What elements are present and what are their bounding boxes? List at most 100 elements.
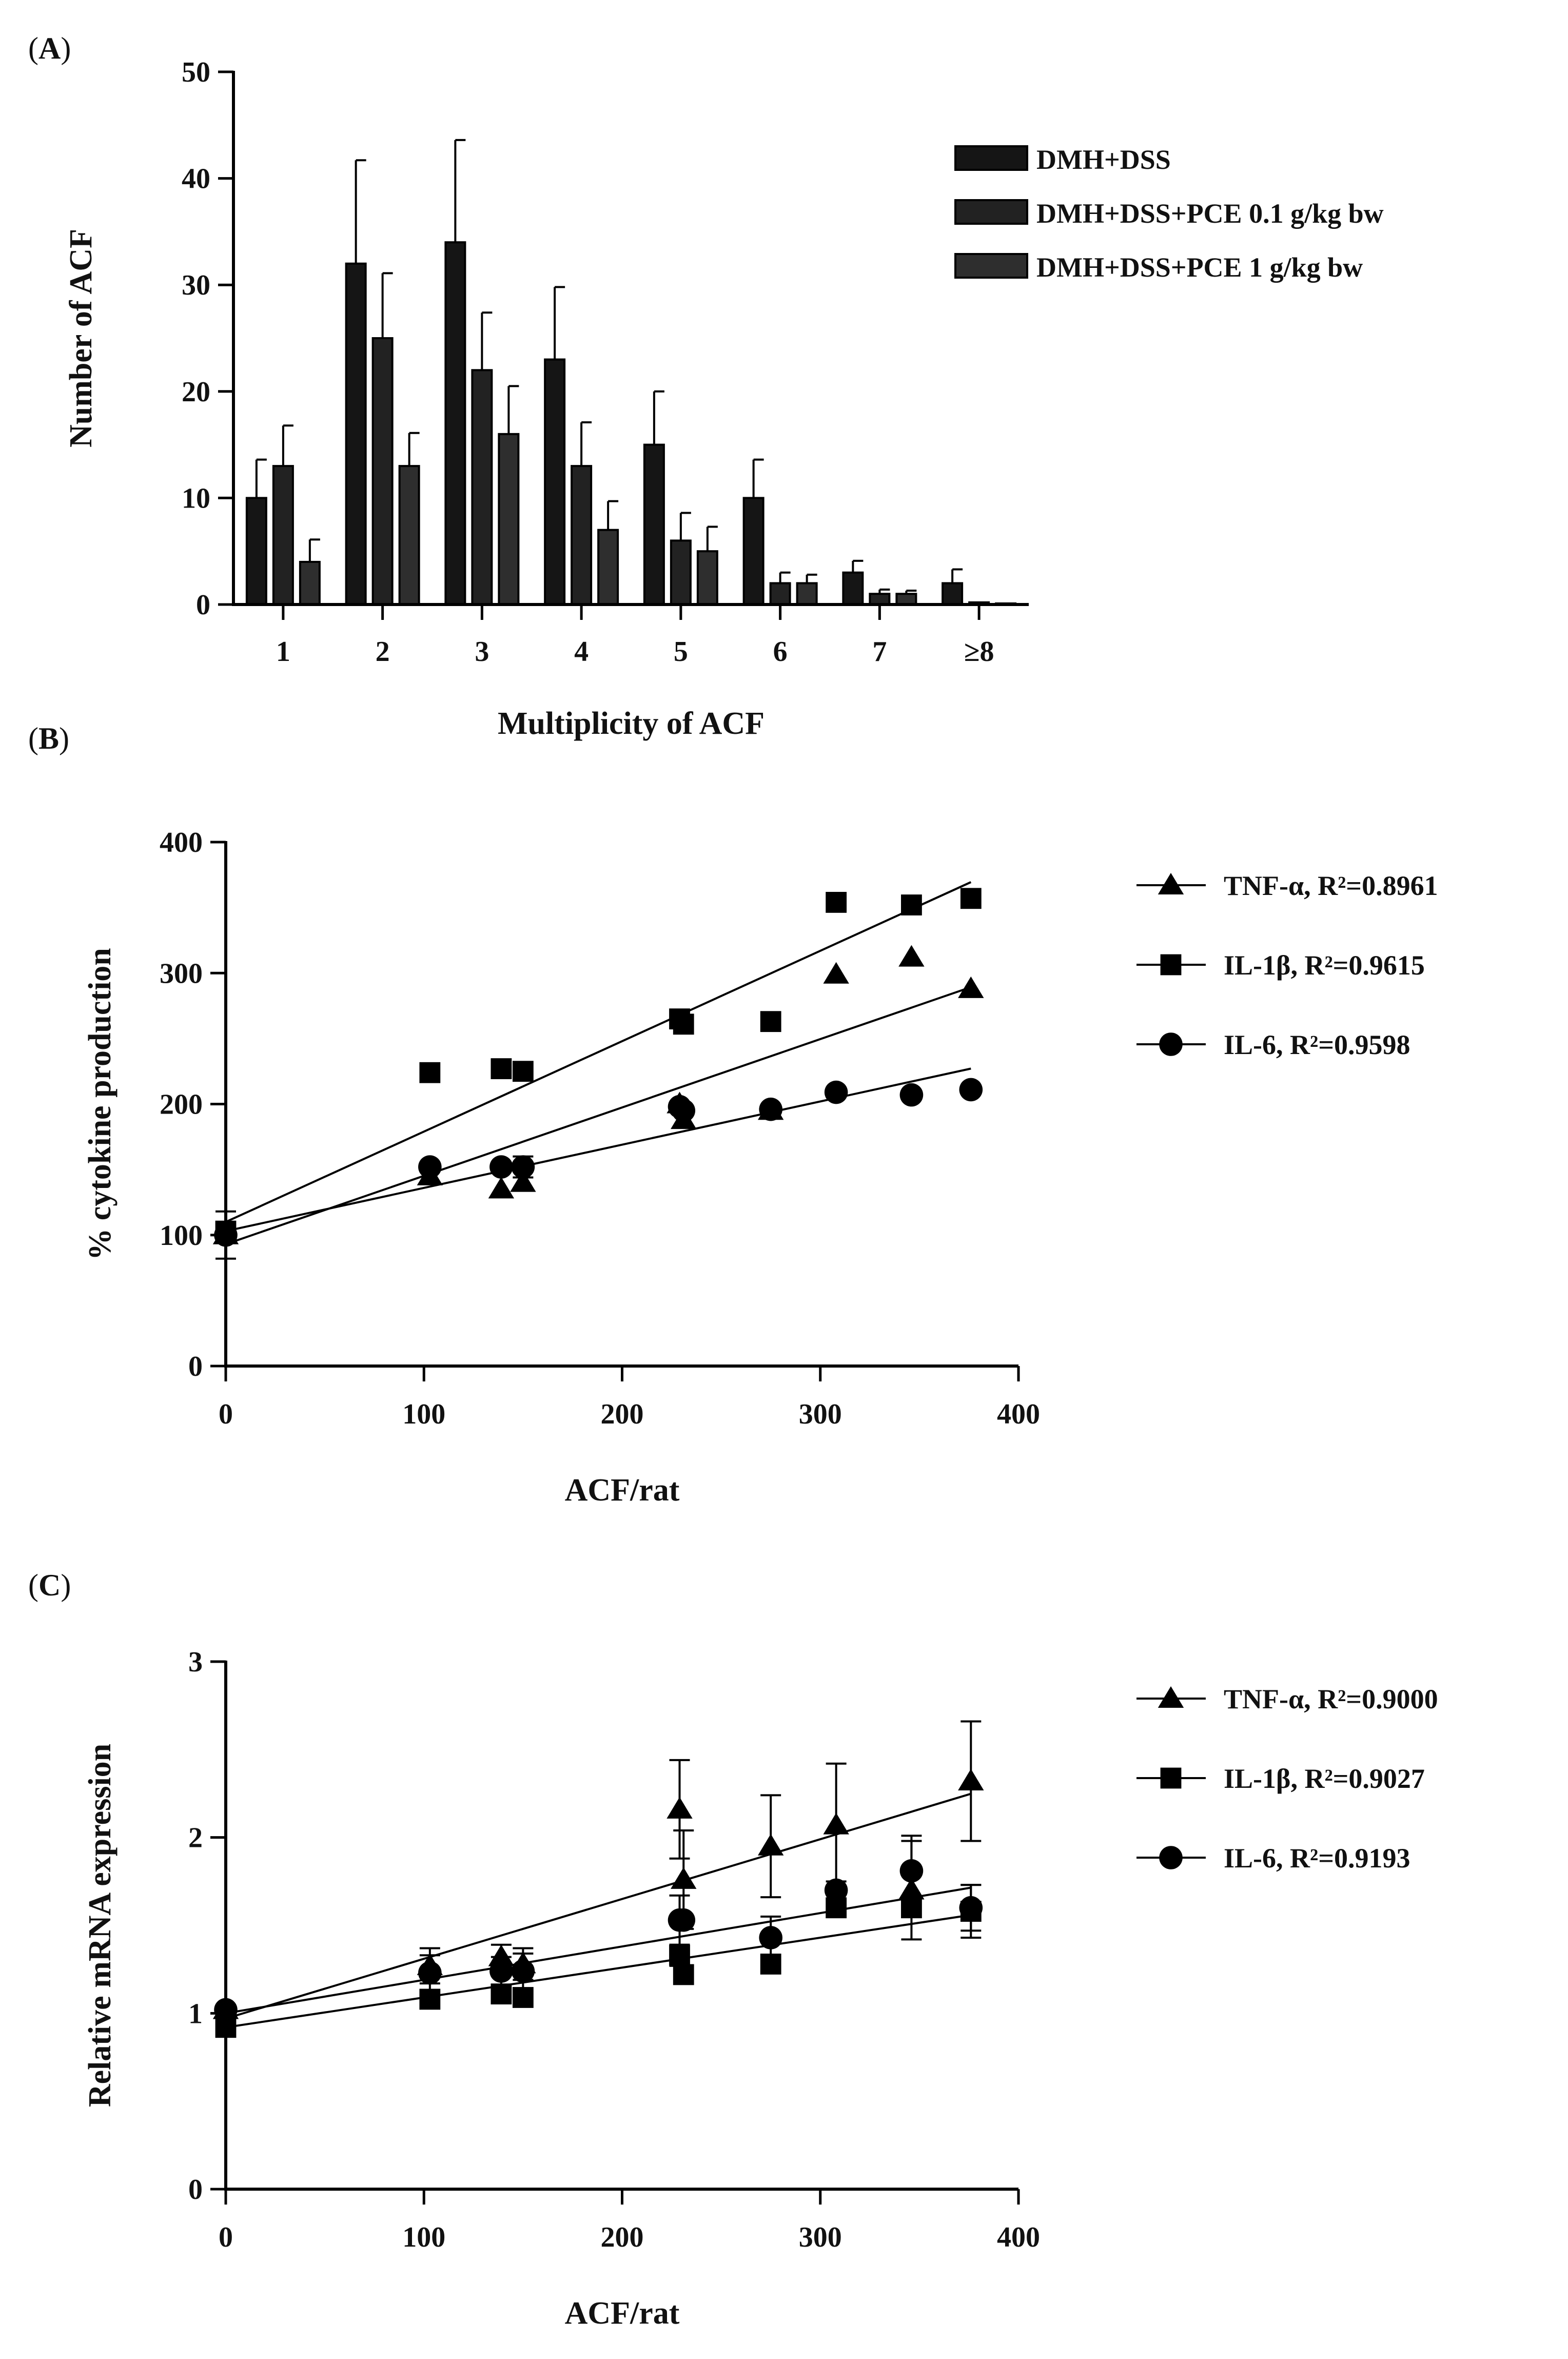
bar [643,443,665,606]
x-tick-label: 200 [601,1398,644,1430]
legend-marker [1160,1767,1182,1789]
data-point [901,894,922,915]
y-tick-label: 50 [182,56,210,88]
y-tick-label: 0 [188,1351,203,1382]
y-tick-label: 0 [196,589,210,621]
y-tick-label: 10 [182,482,210,514]
bar [769,582,791,606]
fit-line [225,881,972,1223]
legend-label: DMH+DSS [1036,144,1171,175]
bar [371,337,394,606]
legend-marker [1158,1686,1184,1708]
bar [471,369,493,606]
x-tick-label: 6 [773,636,788,668]
legend-label: IL-1β, R²=0.9615 [1224,950,1425,981]
y-tick-label: 200 [160,1089,203,1121]
data-point [491,1983,512,2005]
bar [398,465,420,606]
bar [696,550,718,606]
data-point [958,1769,984,1791]
y-tick-label: 100 [160,1220,203,1252]
data-point [511,1959,535,1983]
legend-label: TNF-α, R²=0.9000 [1224,1684,1438,1714]
bar [345,262,367,606]
legend-label: DMH+DSS+PCE 1 g/kg bw [1036,252,1363,283]
bar [299,560,321,606]
x-tick-label: 1 [276,636,290,668]
panel-a-label-close: ) [61,31,71,65]
data-point [898,945,925,967]
panel-c-label: (C) [28,1568,71,1603]
x-tick-label: ≥8 [964,636,994,668]
data-point [488,1944,515,1966]
bar [842,571,864,606]
bar [796,582,818,606]
legend-marker [1159,1032,1183,1056]
bar [245,497,267,606]
fit-line [225,1067,971,1233]
x-tick-label: 100 [402,2221,445,2253]
data-point [823,962,849,984]
x-tick-label: 0 [219,2221,233,2253]
x-tick-label: 7 [872,636,887,668]
chart-c: 0 1 2 3 0 100 200 300 400 ACF/rat Relative mRNA ex… [83,1646,1438,2331]
data-point [672,1099,696,1123]
chart-a: 0 10 20 30 40 50 1 2 3 4 5 6 7 ≥8 Multiplicity of ACF N… [64,56,1384,741]
data-point [673,1964,694,1985]
bar [544,358,566,606]
panel-a-label-letter: A [38,31,61,65]
panel-b-label-open: ( [28,722,38,755]
data-point [491,1058,512,1079]
data-point [959,1078,983,1102]
data-point [511,1155,535,1179]
x-tick-label: 100 [402,1398,445,1430]
data-point [489,1155,513,1179]
data-point [759,1097,782,1121]
data-point [824,1878,848,1902]
x-tick-label: 0 [219,1398,233,1430]
x-tick-label: 200 [601,2221,644,2253]
fit-line [225,1914,971,2029]
legend-label: TNF-α, R²=0.8961 [1224,870,1438,901]
y-tick-label: 400 [160,827,203,859]
y-axis-title: Number of ACF [64,229,99,447]
data-point [512,1987,534,2008]
data-point [759,1926,782,1949]
panel-b-label: (B) [28,721,69,756]
y-tick-label: 300 [160,958,203,989]
data-point [510,1170,536,1192]
panel-c-label-letter: C [38,1568,61,1602]
data-point [960,888,982,909]
y-tick-label: 3 [188,1646,203,1678]
panel-a: (A) 0 10 20 30 40 50 1 2 3 4 5 6 7 ≥8 Multiplicity of … [0,0,1568,741]
x-tick-label: 400 [997,2221,1040,2253]
y-axis-title: % cytokine production [83,948,117,1260]
bar [670,539,692,606]
data-point [760,1011,781,1032]
y-tick-label: 0 [188,2174,203,2206]
bar [571,465,593,606]
x-tick-label: 5 [674,636,688,668]
data-point [419,1988,441,2010]
data-point [823,1812,849,1835]
panel-b: (B) 0 100 200 300 400 0 100 200 300 400 ACF/rat % c… [0,718,1568,1539]
fit-line [225,986,971,1245]
data-point [673,1013,694,1035]
x-tick-label: 400 [997,1398,1040,1430]
fit-line [225,1886,971,2015]
y-tick-label: 20 [182,376,210,408]
y-axis-title: Relative mRNA expression [83,1744,117,2107]
y-tick-label: 30 [182,269,210,301]
data-point [826,892,847,913]
panel-a-label: (A) [28,31,71,66]
bar [272,465,294,606]
x-tick-label: 3 [475,636,489,668]
data-point [959,1896,983,1920]
bar [869,593,891,606]
legend-label: IL-6, R²=0.9598 [1224,1029,1410,1060]
data-point [419,1062,441,1083]
x-tick-label: 4 [574,636,589,668]
data-point [958,976,984,998]
data-point [667,1797,693,1819]
x-axis-title: ACF/rat [565,2296,680,2331]
